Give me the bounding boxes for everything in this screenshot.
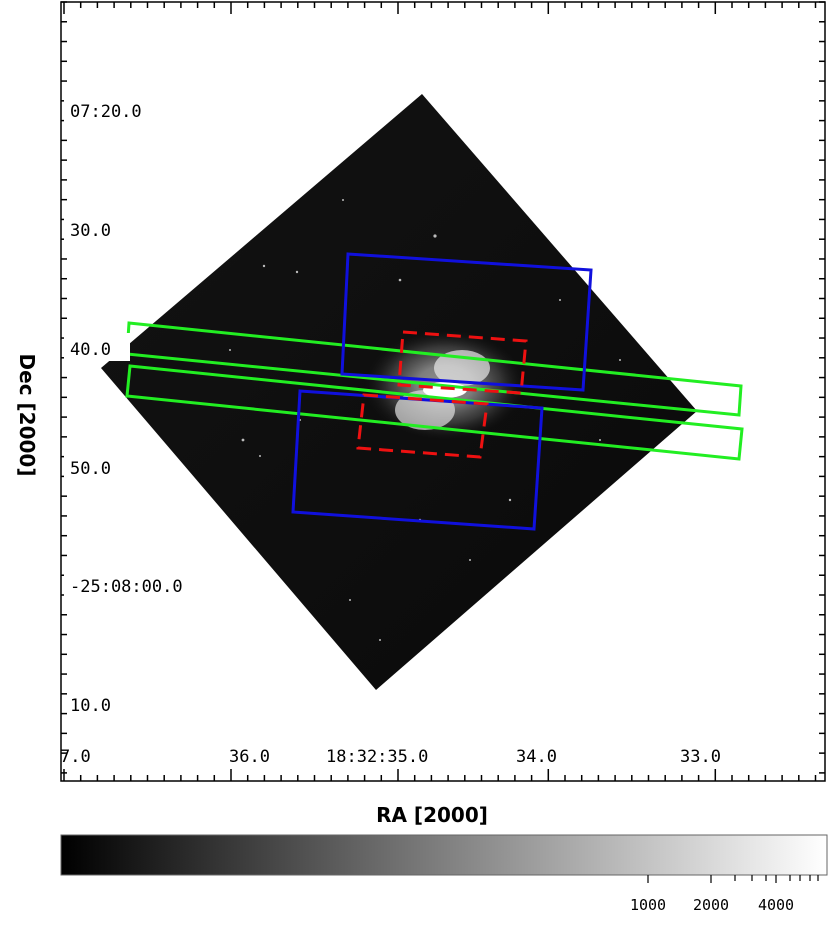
y-tick-label: 40.0 — [70, 340, 111, 360]
colorbar — [60, 834, 828, 876]
x-axis-title: RA [2000] — [376, 803, 488, 827]
y-tick-label: 50.0 — [70, 459, 111, 479]
x-tick-labels: 7.0 36.0 18:32:35.0 34.0 33.0 — [60, 747, 721, 767]
y-tick-label: 07:20.0 — [70, 102, 142, 122]
y-axis-ticks — [61, 1, 825, 774]
red-field — [356, 330, 528, 459]
colorbar-ticks — [647, 875, 819, 883]
colorbar-label: 2000 — [693, 896, 729, 914]
y-tick-labels: 07:20.0 30.0 40.0 50.0 -25:08:00.0 10.0 — [64, 96, 244, 716]
y-tick-label: 10.0 — [70, 696, 111, 716]
x-tick-label: 7.0 — [60, 747, 91, 767]
y-tick-label: -25:08:00.0 — [70, 577, 183, 597]
x-tick-label: 36.0 — [229, 747, 270, 767]
x-tick-label: 33.0 — [680, 747, 721, 767]
x-tick-label: 34.0 — [516, 747, 557, 767]
stars — [229, 199, 621, 641]
colorbar-label: 4000 — [758, 896, 794, 914]
x-tick-label: 18:32:35.0 — [326, 747, 428, 767]
x-axis-ticks — [63, 2, 817, 781]
colorbar-label: 1000 — [630, 896, 666, 914]
y-tick-label: 30.0 — [70, 221, 111, 241]
red-field-lower — [356, 393, 489, 459]
y-axis-title: Dec [2000] — [15, 354, 39, 477]
red-field-upper — [397, 330, 528, 395]
blue-field-upper — [340, 252, 593, 392]
